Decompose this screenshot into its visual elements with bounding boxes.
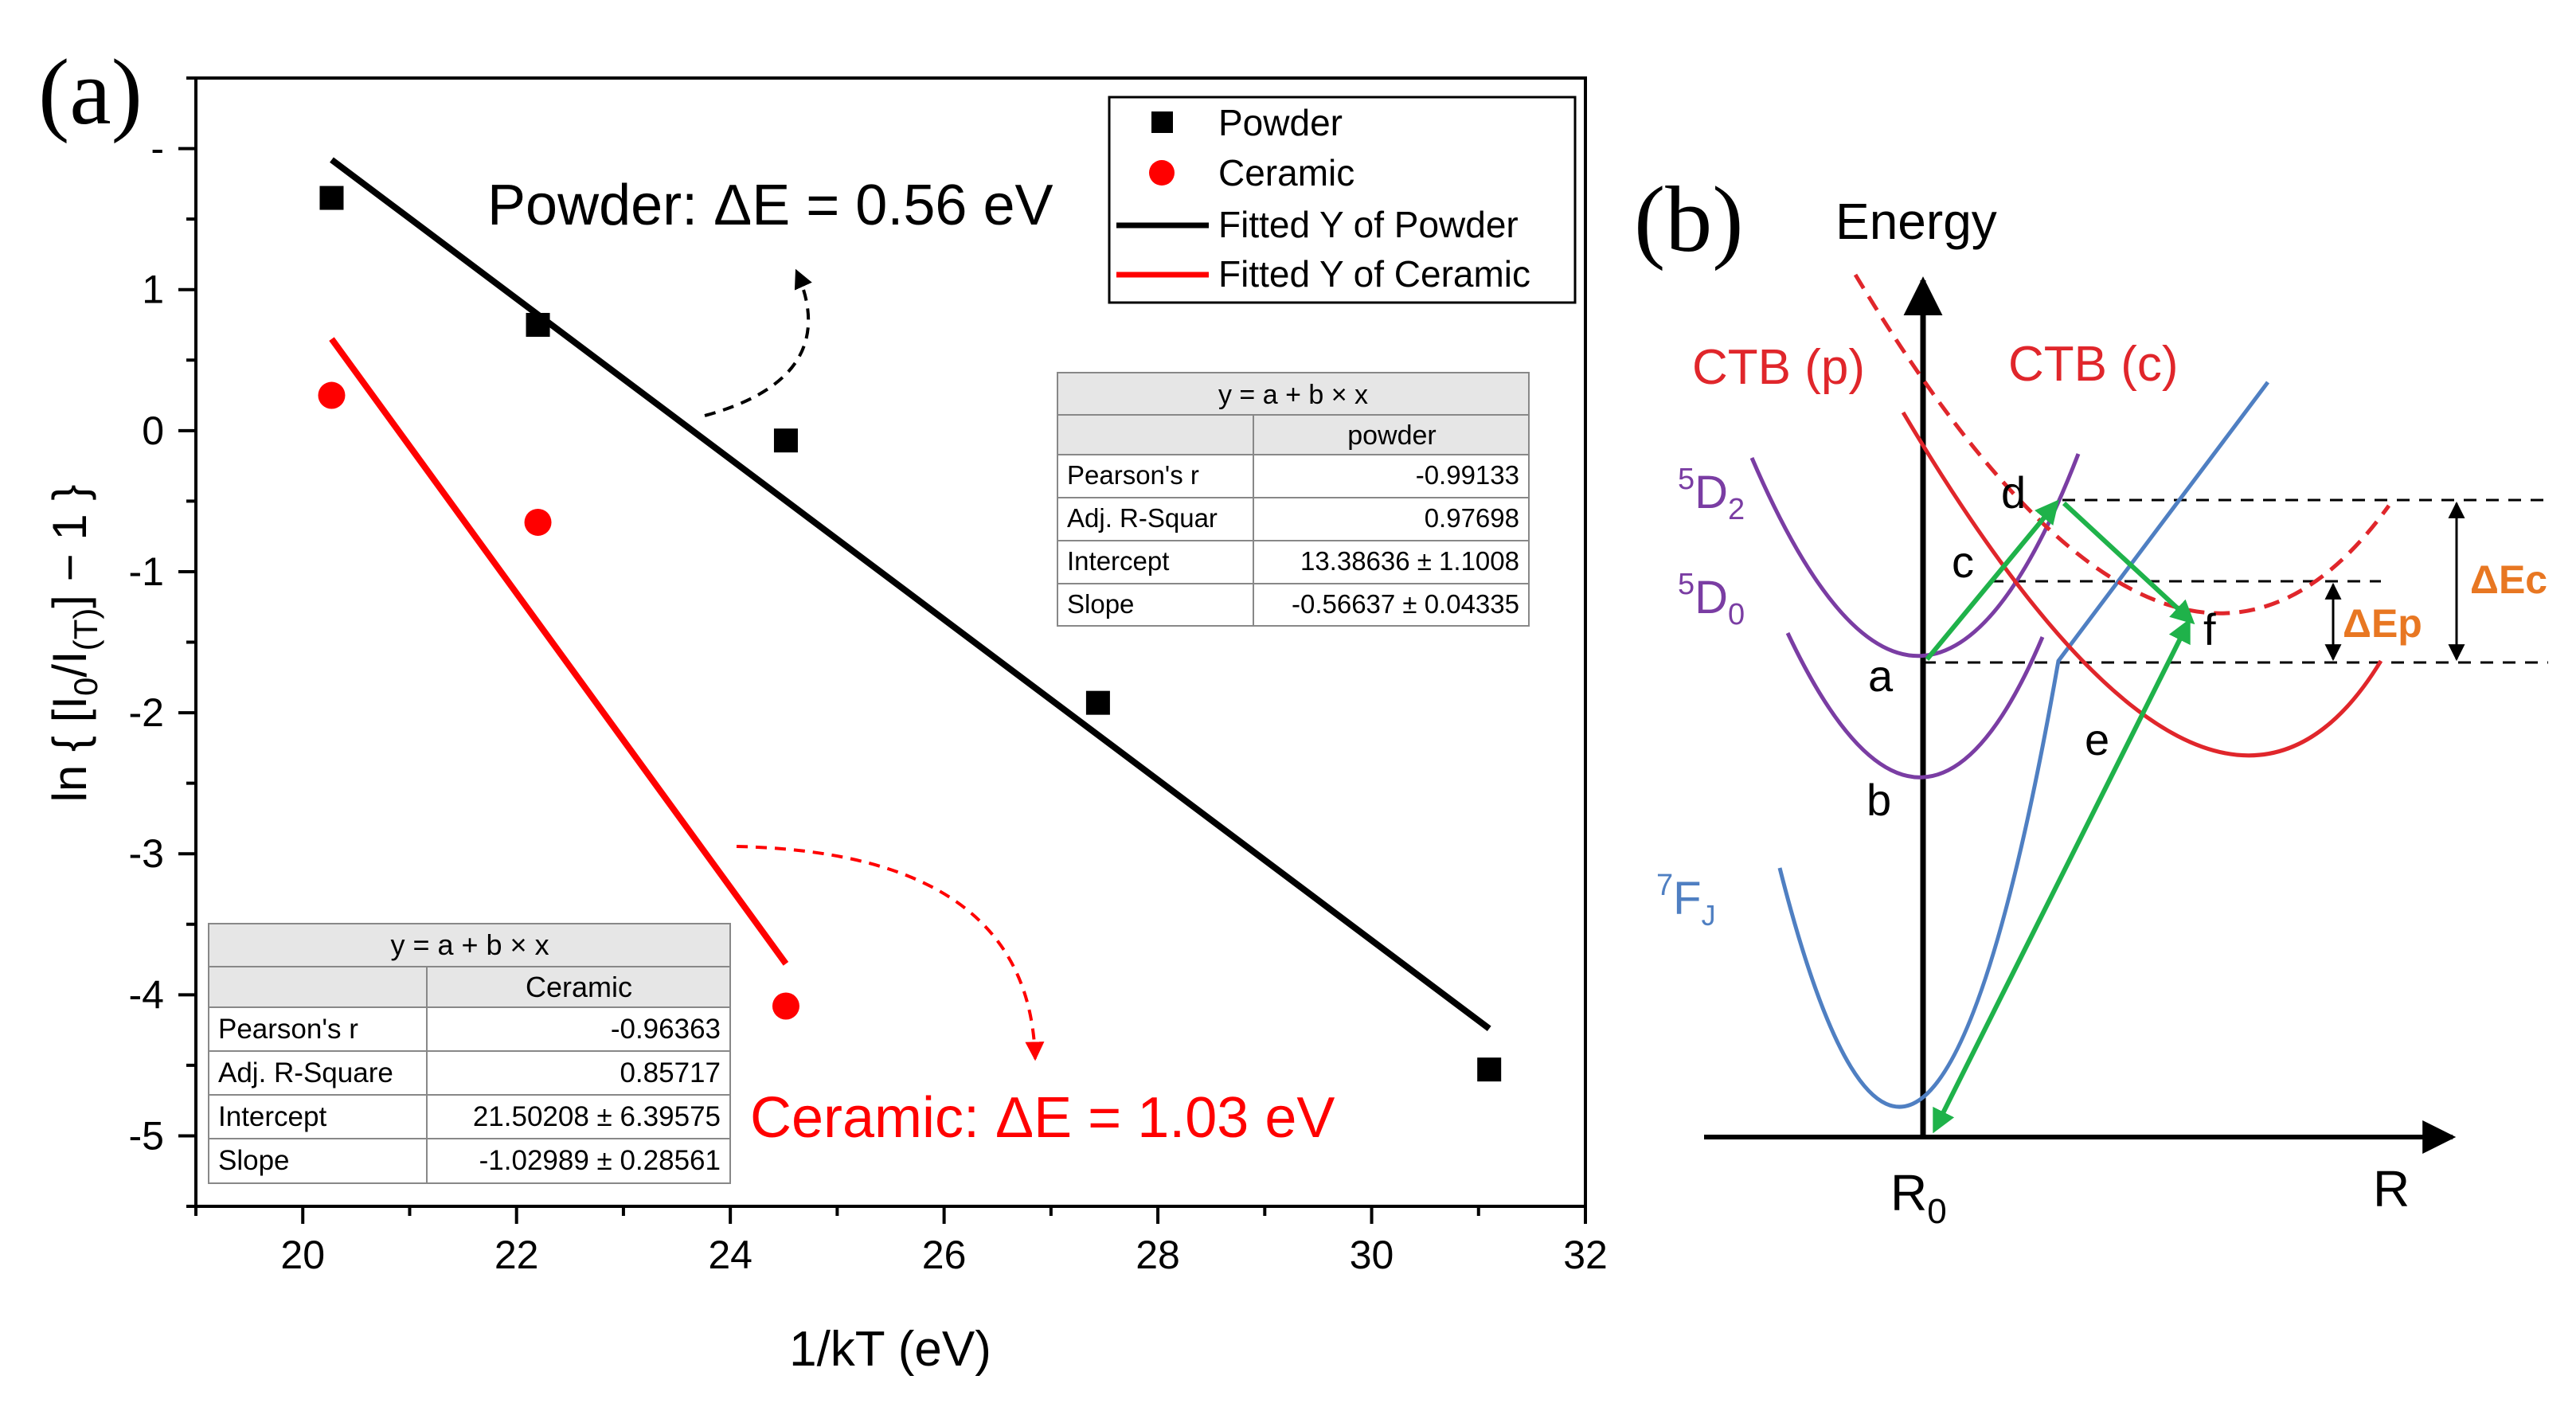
panel-a: (a) 20 22 24 26 28 30 32 -5 -4 -3 -2 -1 0 1 - 1/kT (e… xyxy=(38,40,1608,1377)
ceramic-row-label: Intercept xyxy=(218,1101,326,1132)
point-c-label: c xyxy=(1952,537,1974,587)
x-tick-label: 28 xyxy=(1136,1233,1180,1277)
ceramic-fit-line xyxy=(329,337,789,966)
d0-label: 5D0 xyxy=(1678,568,1745,631)
powder-table-equation: y = a + b × x xyxy=(1218,380,1368,410)
powder-row-value: -0.56637 ± 0.04335 xyxy=(1292,589,1519,619)
ceramic-row-value: 21.50208 ± 6.39575 xyxy=(473,1101,721,1132)
legend-powder-marker xyxy=(1151,111,1173,133)
ceramic-row-value: 0.85717 xyxy=(620,1057,721,1088)
ctb-c-label: CTB (c) xyxy=(2008,337,2179,392)
y-tick-label: 0 xyxy=(142,408,164,453)
x-tick-label: 26 xyxy=(922,1233,967,1277)
y-tick-label: -5 xyxy=(129,1113,164,1158)
panel-b-label: (b) xyxy=(1634,167,1744,272)
transition-f-to-ground xyxy=(1933,618,2191,1134)
ceramic-annotation-arrow xyxy=(736,845,1045,1061)
powder-row-label: Pearson's r xyxy=(1067,460,1199,490)
energy-axis-label: Energy xyxy=(1835,193,1997,250)
x-tick-label: 20 xyxy=(280,1233,325,1277)
x-axis-ticks: 20 22 24 26 28 30 32 xyxy=(194,1206,1608,1277)
ceramic-row-label: Slope xyxy=(218,1145,290,1176)
d2-label: 5D2 xyxy=(1678,463,1745,526)
powder-delta-e-annotation: Powder: ΔE = 0.56 eV xyxy=(487,174,1053,237)
legend-ceramic-marker xyxy=(1149,160,1175,186)
legend-box xyxy=(1108,96,1577,304)
ctb-p-curve xyxy=(1901,411,2383,758)
d2-curve xyxy=(1749,453,2081,659)
powder-point xyxy=(319,186,344,210)
powder-annotation-arrow xyxy=(704,268,812,417)
powder-row-value: -0.99133 xyxy=(1416,460,1519,490)
transition-d-to-f xyxy=(2062,501,2195,625)
x-axis-title: 1/kT (eV) xyxy=(789,1322,991,1377)
y-tick-label: -2 xyxy=(129,690,164,735)
y-axis-ticks: -5 -4 -3 -2 -1 0 1 - xyxy=(129,76,196,1208)
ceramic-delta-e-annotation: Ceramic: ΔE = 1.03 eV xyxy=(750,1086,1335,1150)
legend-ceramic-fit-label: Fitted Y of Ceramic xyxy=(1218,253,1530,295)
legend: Powder Ceramic Fitted Y of Powder Fitted… xyxy=(1108,96,1577,304)
powder-fit-table: y = a + b × x powder Pearson's r -0.9913… xyxy=(1057,372,1530,627)
point-f-label: f xyxy=(2203,604,2216,655)
ceramic-table-equation: y = a + b × x xyxy=(390,928,549,961)
x-tick-label: 32 xyxy=(1563,1233,1608,1277)
legend-powder-label: Powder xyxy=(1218,102,1343,143)
ceramic-point xyxy=(318,381,346,409)
powder-row-label: Intercept xyxy=(1067,546,1169,576)
r0-label: R0 xyxy=(1890,1164,1947,1231)
legend-ceramic-label: Ceramic xyxy=(1218,152,1354,193)
y-tick-label: - xyxy=(150,127,164,171)
ceramic-table-header: Ceramic xyxy=(526,971,632,1003)
x-tick-label: 22 xyxy=(494,1233,539,1277)
x-tick-label: 24 xyxy=(708,1233,752,1277)
delta-ep-label: ΔEp xyxy=(2343,601,2422,646)
ceramic-fit-table: y = a + b × x Ceramic Pearson's r -0.963… xyxy=(208,923,731,1184)
delta-ec-label: ΔEc xyxy=(2470,557,2547,602)
point-d-label: d xyxy=(2001,467,2026,518)
ceramic-row-label: Pearson's r xyxy=(218,1014,358,1045)
ctb-c-curve xyxy=(1853,273,2391,616)
y-tick-label: -4 xyxy=(129,972,164,1017)
powder-point xyxy=(1477,1057,1502,1082)
powder-row-value: 13.38636 ± 1.1008 xyxy=(1300,546,1519,576)
ctb-p-label: CTB (p) xyxy=(1692,340,1865,395)
powder-point xyxy=(773,428,798,453)
powder-point xyxy=(526,312,550,337)
svg-text:ln { [I0/I(T)] − 1 }: ln { [I0/I(T)] − 1 } xyxy=(43,485,104,803)
ceramic-row-label: Adj. R-Square xyxy=(218,1057,393,1088)
y-tick-label: -3 xyxy=(129,831,164,876)
panel-a-label: (a) xyxy=(38,40,143,144)
panel-b: (b) Energy R R0 ΔEc ΔEp 7FJ 5D2 5D0 CTB … xyxy=(1634,167,2548,1231)
y-axis-title: ln { [I0/I(T)] − 1 } xyxy=(43,485,104,803)
point-b-label: b xyxy=(1867,775,1891,825)
powder-row-value: 0.97698 xyxy=(1425,503,1519,533)
fj-label: 7FJ xyxy=(1656,869,1716,932)
powder-fit-line xyxy=(330,157,1491,1032)
powder-table-header: powder xyxy=(1347,420,1437,451)
point-a-label: a xyxy=(1868,651,1894,701)
powder-row-label: Slope xyxy=(1067,589,1134,619)
fit-lines xyxy=(329,157,1491,1032)
ceramic-point xyxy=(524,508,552,536)
legend-powder-fit-label: Fitted Y of Powder xyxy=(1218,204,1519,245)
powder-row-label: Adj. R-Squar xyxy=(1067,503,1218,533)
y-tick-label: 1 xyxy=(142,268,164,312)
y-tick-label: -1 xyxy=(129,549,164,594)
r-axis-label: R xyxy=(2373,1160,2410,1217)
x-tick-label: 30 xyxy=(1350,1233,1394,1277)
powder-point xyxy=(1085,690,1110,715)
ceramic-point xyxy=(772,992,799,1020)
point-e-label: e xyxy=(2085,714,2109,764)
ceramic-row-value: -1.02989 ± 0.28561 xyxy=(479,1145,721,1176)
data-points xyxy=(318,186,1502,1082)
ceramic-row-value: -0.96363 xyxy=(611,1014,721,1045)
